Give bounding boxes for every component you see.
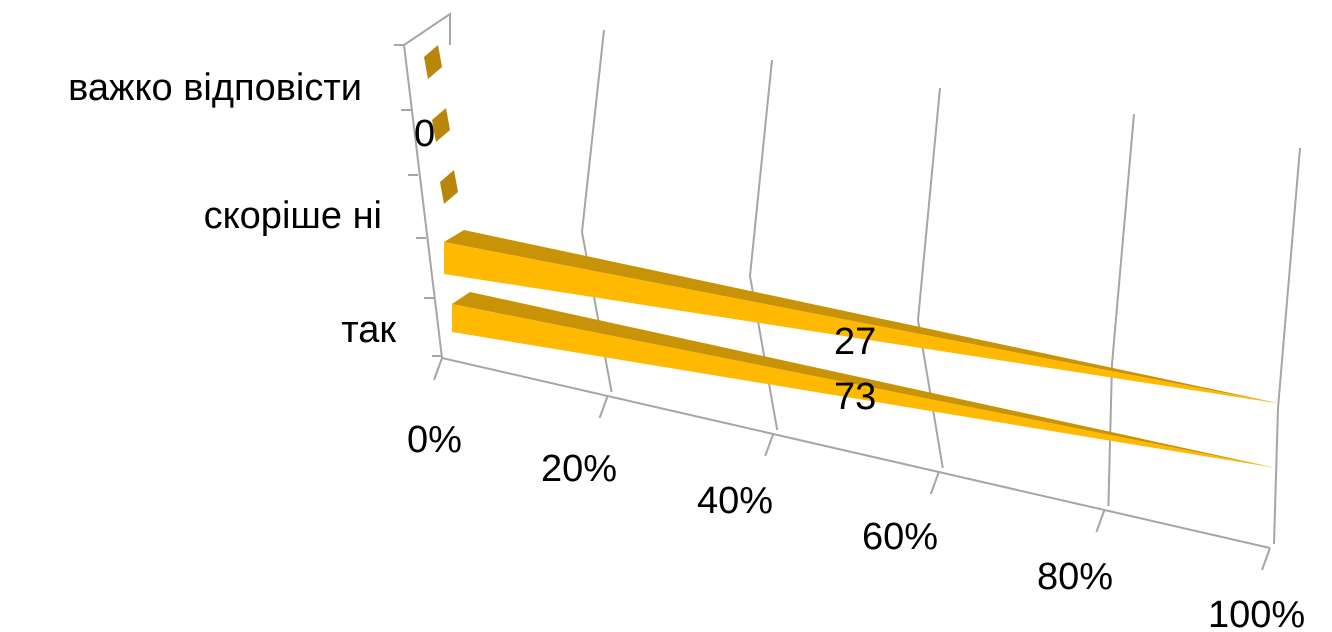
x-tick-label: 0% [407,419,462,461]
data-label: 73 [834,376,876,418]
x-tick-mark [764,433,775,457]
bar-zero-slab [440,170,458,204]
bar-2 [444,230,1282,404]
category-label: так [341,309,396,351]
bar-top-face [452,292,1276,468]
x-tick-mark [1261,547,1271,571]
category-axis [403,44,443,359]
data-label: 27 [834,321,876,363]
data-label: 0 [414,113,435,155]
x-tick-mark [598,395,609,419]
back-wall-edge [403,12,451,46]
axes [403,12,1271,571]
x-tick-label: 40% [697,480,773,522]
category-ticks [394,44,442,357]
gridline-80pct [1107,113,1135,507]
value-axis [441,357,1271,549]
x-tick-label: 100% [1208,594,1305,632]
x-tick-mark [929,471,940,495]
x-tick-mark [1095,509,1106,533]
bar-zero-slab [424,45,442,79]
x-tick-label: 80% [1037,556,1113,598]
bar-front-face [444,242,1282,404]
bar-1 [452,292,1276,468]
bar-zero-slab [432,108,450,142]
category-label: скоріше ні [204,195,382,237]
category-labels: так скоріше ні важко відповісти [68,67,396,351]
bar-front-face [452,304,1276,468]
bars [424,45,1282,468]
x-tick-label: 20% [541,448,617,490]
bar-top-face [444,230,1282,404]
data-labels: 73 27 0 [414,113,876,418]
x-tick-labels: 0% 20% 40% 60% 80% 100% [407,419,1305,632]
category-label: важко відповісти [68,67,362,109]
x-tick-label: 60% [862,516,938,558]
bar-3 [424,45,458,204]
gridline-100pct [1273,147,1301,545]
gridline-60pct [916,87,944,469]
x-tick-mark [433,357,443,381]
